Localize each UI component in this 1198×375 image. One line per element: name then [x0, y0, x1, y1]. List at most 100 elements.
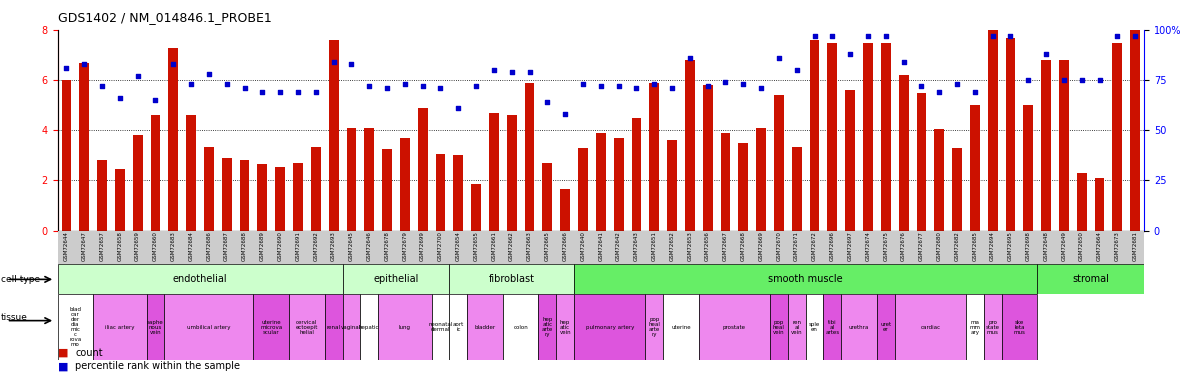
Point: [253, 89, 272, 95]
Point: [841, 51, 860, 57]
Text: fibroblast: fibroblast: [489, 274, 534, 284]
Bar: [595, 133, 606, 231]
Point: [199, 71, 218, 77]
Text: GSM72668: GSM72668: [740, 231, 746, 261]
Bar: [276, 166, 285, 231]
Bar: [240, 160, 249, 231]
Text: GSM72641: GSM72641: [598, 231, 604, 261]
Text: GSM72683: GSM72683: [171, 231, 176, 261]
Text: count: count: [75, 348, 103, 358]
Text: GSM72679: GSM72679: [403, 231, 407, 261]
Bar: [258, 164, 267, 231]
Point: [592, 83, 611, 89]
Text: GSM72676: GSM72676: [901, 231, 906, 261]
Text: GSM72652: GSM72652: [670, 231, 674, 261]
Bar: [898, 75, 908, 231]
Bar: [1005, 38, 1016, 231]
Text: GSM72699: GSM72699: [420, 231, 425, 261]
Text: GSM72653: GSM72653: [688, 231, 692, 261]
Text: GSM72669: GSM72669: [758, 231, 763, 261]
Point: [876, 33, 895, 39]
Bar: [254, 294, 289, 360]
Bar: [400, 138, 410, 231]
Point: [1126, 33, 1145, 39]
Point: [574, 81, 593, 87]
Point: [662, 85, 682, 91]
Text: uret
er: uret er: [881, 322, 891, 332]
Text: GDS1402 / NM_014846.1_PROBE1: GDS1402 / NM_014846.1_PROBE1: [58, 11, 271, 24]
Bar: [988, 0, 998, 231]
Text: GSM72646: GSM72646: [367, 231, 371, 261]
Bar: [346, 128, 356, 231]
Text: iliac artery: iliac artery: [105, 325, 134, 330]
Point: [1054, 77, 1073, 83]
Text: vaginal: vaginal: [341, 325, 362, 330]
Point: [538, 99, 557, 105]
Bar: [770, 294, 788, 360]
Text: GSM72690: GSM72690: [278, 231, 283, 261]
Bar: [916, 93, 926, 231]
Text: renal: renal: [327, 325, 340, 330]
Bar: [738, 143, 749, 231]
Point: [823, 33, 842, 39]
Bar: [204, 147, 213, 231]
Text: GSM72671: GSM72671: [794, 231, 799, 261]
Bar: [507, 115, 516, 231]
Text: GSM72682: GSM72682: [955, 231, 960, 261]
Text: hep
atic
arte
ry: hep atic arte ry: [541, 317, 553, 337]
Bar: [1002, 294, 1037, 360]
Bar: [561, 189, 570, 231]
Bar: [756, 128, 766, 231]
Point: [1108, 33, 1127, 39]
Bar: [667, 140, 677, 231]
Bar: [449, 294, 467, 360]
Text: GSM72657: GSM72657: [99, 231, 104, 261]
Bar: [325, 294, 343, 360]
Text: GSM72654: GSM72654: [455, 231, 461, 261]
Text: lung: lung: [399, 325, 411, 330]
Point: [307, 89, 326, 95]
Text: GSM72677: GSM72677: [919, 231, 924, 261]
Bar: [574, 264, 1037, 294]
Point: [182, 81, 201, 87]
Bar: [664, 294, 698, 360]
Bar: [294, 163, 303, 231]
Point: [235, 85, 254, 91]
Text: GSM72680: GSM72680: [937, 231, 942, 261]
Text: pop
heal
vein: pop heal vein: [773, 320, 785, 334]
Text: aort
ic: aort ic: [453, 322, 464, 332]
Text: smooth muscle: smooth muscle: [768, 274, 843, 284]
Text: percentile rank within the sample: percentile rank within the sample: [75, 361, 241, 371]
Text: GSM72694: GSM72694: [991, 231, 996, 261]
Point: [146, 97, 165, 103]
Text: cervical
ectoepit
helial: cervical ectoepit helial: [296, 320, 319, 334]
Bar: [543, 163, 552, 231]
Text: pulmonary artery: pulmonary artery: [586, 325, 634, 330]
Text: GSM72645: GSM72645: [349, 231, 353, 261]
Text: GSM72658: GSM72658: [117, 231, 122, 261]
Text: GSM72693: GSM72693: [331, 231, 337, 261]
Point: [323, 59, 343, 65]
Text: epithelial: epithelial: [374, 274, 418, 284]
Point: [431, 85, 450, 91]
Point: [894, 59, 913, 65]
Text: GSM72659: GSM72659: [135, 231, 140, 261]
Point: [716, 79, 736, 85]
Point: [92, 83, 111, 89]
Point: [609, 83, 628, 89]
Point: [271, 89, 290, 95]
Bar: [685, 60, 695, 231]
Bar: [863, 42, 873, 231]
Text: GSM72670: GSM72670: [776, 231, 781, 261]
Point: [912, 83, 931, 89]
Bar: [841, 294, 877, 360]
Point: [128, 73, 147, 79]
Text: GSM72663: GSM72663: [527, 231, 532, 261]
Bar: [61, 80, 72, 231]
Point: [502, 69, 521, 75]
Text: colon: colon: [513, 325, 528, 330]
Text: pop
heal
arte
ry: pop heal arte ry: [648, 317, 660, 337]
Bar: [151, 115, 161, 231]
Bar: [453, 155, 464, 231]
Text: tibi
al
artes: tibi al artes: [825, 320, 840, 334]
